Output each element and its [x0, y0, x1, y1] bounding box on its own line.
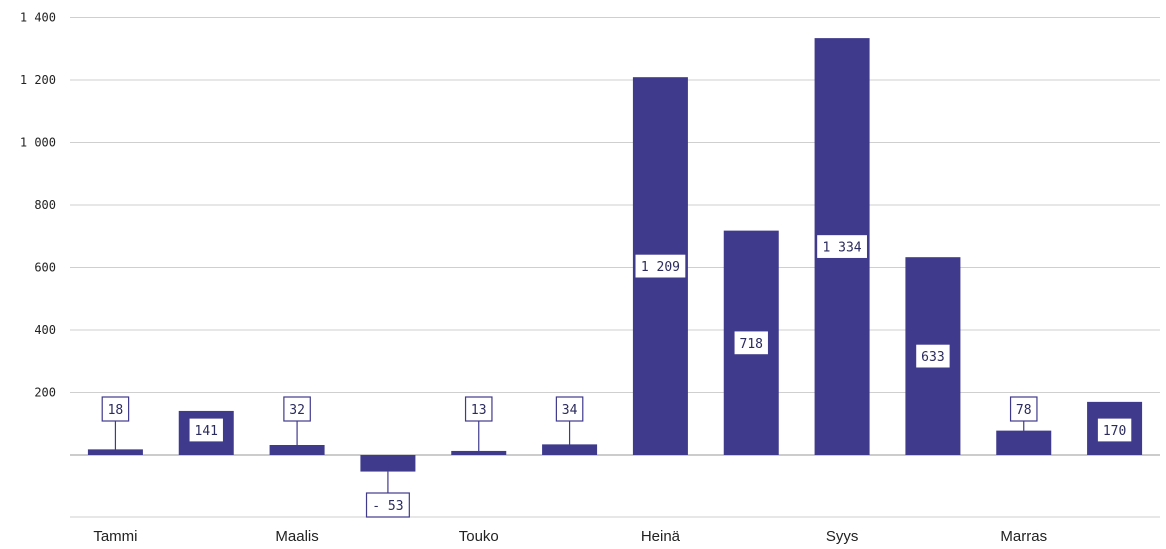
x-tick-label: Maalis — [275, 528, 318, 545]
data-label: 1 209 — [641, 260, 680, 275]
bar — [87, 449, 143, 455]
x-tick-label: Tammi — [93, 528, 137, 545]
bar — [451, 450, 507, 455]
data-label-box — [101, 396, 130, 422]
gridlines — [70, 17, 1160, 518]
x-tick-label: Heinä — [641, 528, 681, 545]
y-tick-label: 400 — [34, 323, 56, 337]
y-axis-tick-labels: 200 400 600 800 1 000 1 200 1 400 — [20, 11, 56, 400]
data-label-box — [733, 330, 770, 356]
data-label-box — [283, 396, 311, 422]
x-tick-label: Touko — [459, 528, 499, 545]
data-label-box — [555, 396, 584, 422]
y-tick-label: 1 000 — [20, 136, 56, 150]
bar — [360, 455, 416, 472]
y-tick-label: 1 200 — [20, 73, 56, 87]
y-tick-label: 600 — [34, 261, 56, 275]
data-label: 34 — [562, 403, 578, 418]
data-label: 78 — [1016, 403, 1032, 418]
data-label: 718 — [740, 337, 763, 352]
x-tick-label: Marras — [1000, 528, 1047, 545]
data-label: - 53 — [372, 499, 403, 514]
data-label: 18 — [108, 403, 124, 418]
y-tick-label: 200 — [34, 386, 56, 400]
bars — [87, 38, 1143, 472]
data-label-box — [365, 492, 410, 518]
y-tick-label: 800 — [34, 198, 56, 212]
data-labels: 18 141 32 - 53 13 34 1 209 718 1 334 633 78 170 — [101, 233, 1133, 518]
data-label-box — [464, 396, 493, 422]
data-label-box — [1096, 417, 1133, 443]
data-label-box — [1009, 396, 1038, 422]
data-label: 633 — [921, 350, 944, 365]
data-label: 141 — [195, 424, 218, 439]
data-label: 13 — [471, 403, 487, 418]
data-label: 1 334 — [823, 241, 862, 256]
y-tick-label: 1 400 — [20, 11, 56, 25]
data-label-box — [815, 233, 869, 260]
data-label-box — [634, 253, 687, 279]
data-label-box — [915, 343, 951, 369]
x-tick-label: Syys — [826, 528, 859, 545]
data-label: 32 — [289, 403, 305, 418]
data-label-box — [188, 417, 225, 443]
data-label: 170 — [1103, 424, 1126, 439]
x-axis-category-labels: Tammi Maalis Touko Heinä Syys Marras — [93, 528, 1047, 545]
